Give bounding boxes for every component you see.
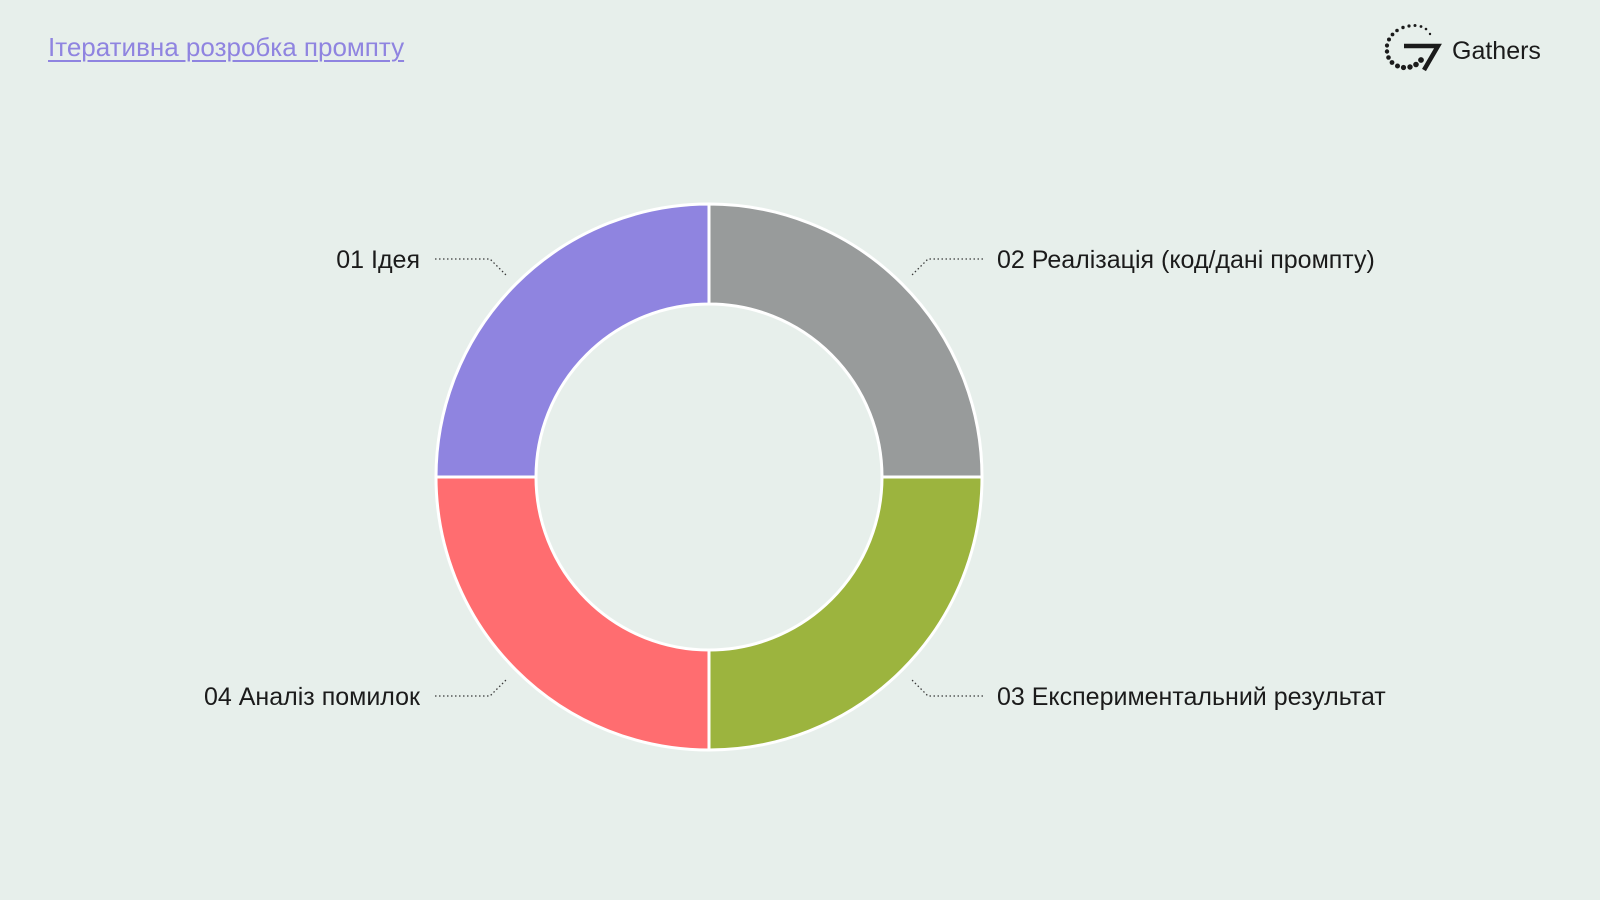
segment-idea — [434, 202, 711, 479]
segment-label-error-analysis: 04 Аналіз помилок — [204, 683, 420, 711]
segment-label-implementation: 02 Реалізація (код/дані промпту) — [997, 246, 1375, 274]
segment-implementation — [707, 202, 984, 479]
leader-line — [435, 679, 507, 697]
brand-name: Gathers — [1452, 36, 1541, 65]
gathers-logo-icon — [1384, 24, 1442, 72]
segment-error-analysis — [434, 475, 711, 752]
leader-line — [911, 258, 983, 276]
donut-segments — [434, 202, 984, 752]
segment-label-idea: 01 Ідея — [336, 246, 420, 274]
page-title-link[interactable]: Ітеративна розробка промпту — [48, 32, 405, 62]
leader-line — [911, 679, 983, 697]
segment-experimental-result — [707, 475, 984, 752]
leader-line — [435, 258, 507, 276]
brand: Gathers — [1374, 20, 1541, 76]
segment-label-experimental-result: 03 Експериментальний результат — [997, 683, 1386, 711]
